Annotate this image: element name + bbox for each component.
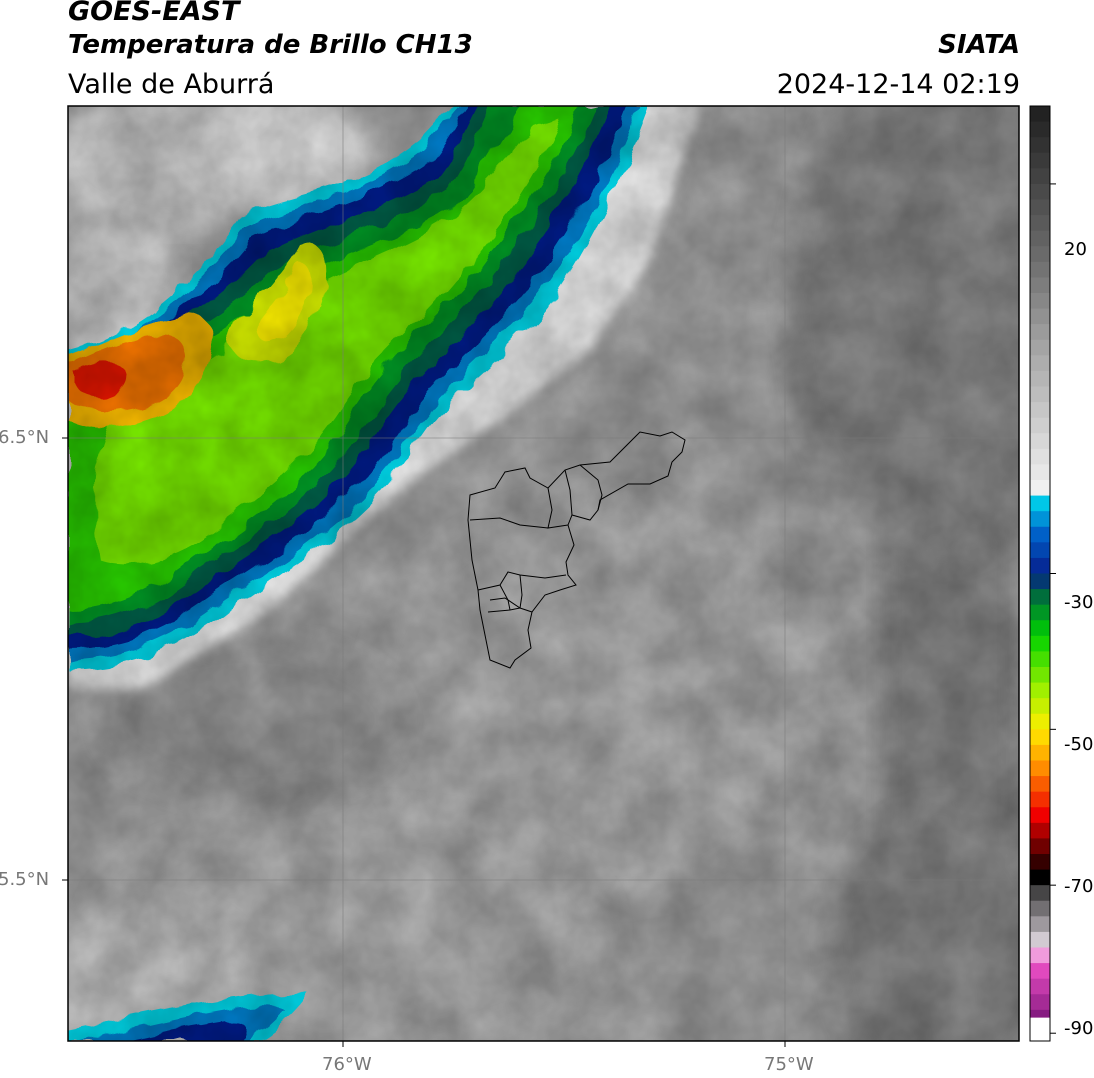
lon-tick-label: 76°W <box>322 1054 372 1075</box>
colorbar-segment <box>1030 526 1050 543</box>
colorbar-segment <box>1030 339 1050 356</box>
colorbar-segment <box>1030 900 1050 917</box>
colorbar-segment <box>1030 589 1050 606</box>
colorbar-segment <box>1030 433 1050 450</box>
colorbar-segment <box>1030 183 1050 200</box>
colorbar-segment <box>1030 869 1050 886</box>
gridlines <box>68 106 1019 1041</box>
colorbar-segment <box>1030 667 1050 684</box>
colorbar-segment <box>1030 729 1050 746</box>
region-subtitle: Valle de Aburrá <box>68 69 275 100</box>
colorbar-segment <box>1030 1017 1050 1041</box>
colorbar-segment <box>1030 386 1050 403</box>
colorbar-segment <box>1030 152 1050 169</box>
colorbar-tick-label: -70 <box>1064 876 1094 897</box>
colorbar-segment <box>1030 308 1050 325</box>
satellite-imagery <box>68 106 1019 1041</box>
colorbar-segment <box>1030 293 1050 310</box>
product-title: Temperatura de Brillo CH13 <box>68 30 473 60</box>
colorbar-segment <box>1030 495 1050 512</box>
colorbar-segment <box>1030 760 1050 777</box>
colorbar-segment <box>1030 168 1050 185</box>
colorbar-segment <box>1030 807 1050 824</box>
colorbar-segment <box>1030 417 1050 434</box>
colorbar-segment <box>1030 698 1050 715</box>
colorbar-segment <box>1030 230 1050 247</box>
colorbar-tick-label: -50 <box>1064 734 1094 755</box>
colorbar-segment <box>1030 682 1050 699</box>
colorbar-segment <box>1030 635 1050 652</box>
colorbar-segment <box>1030 480 1050 497</box>
colorbar-segment <box>1030 355 1050 372</box>
colorbar-segment <box>1030 464 1050 481</box>
colorbar-segment <box>1030 744 1050 761</box>
colorbar <box>1030 106 1050 1041</box>
colorbar-segment <box>1030 448 1050 465</box>
colorbar-segment <box>1030 978 1050 995</box>
colorbar-segment <box>1030 604 1050 621</box>
colorbar-tick-label: -30 <box>1064 592 1094 613</box>
colorbar-segment <box>1030 324 1050 341</box>
colorbar-segment <box>1030 713 1050 730</box>
colorbar-segment <box>1030 651 1050 668</box>
colorbar-segment <box>1030 573 1050 590</box>
colorbar-segment <box>1030 931 1050 948</box>
colorbar-segment <box>1030 121 1050 138</box>
lon-tick-label: 75°W <box>764 1054 814 1075</box>
colorbar-segment <box>1030 370 1050 387</box>
colorbar-tick-label: 20 <box>1064 239 1087 260</box>
satellite-title: GOES-EAST <box>68 0 240 27</box>
colorbar-segment <box>1030 776 1050 793</box>
colorbar-segment <box>1030 916 1050 933</box>
municipal-boundaries <box>467 431 686 669</box>
colorbar-segment <box>1030 557 1050 574</box>
colorbar-segment <box>1030 106 1050 123</box>
organization-label: SIATA <box>938 30 1020 60</box>
colorbar-segment <box>1030 854 1050 871</box>
lat-tick-label: 6.5°N <box>0 427 50 448</box>
colorbar-segment <box>1030 838 1050 855</box>
colorbar-segment <box>1030 137 1050 154</box>
colorbar-segment <box>1030 947 1050 964</box>
lat-tick-label: 5.5°N <box>0 869 50 890</box>
colorbar-segment <box>1030 277 1050 294</box>
colorbar-segment <box>1030 885 1050 902</box>
timestamp-label: 2024-12-14 02:19 <box>776 69 1020 100</box>
colorbar-segment <box>1030 215 1050 232</box>
colorbar-segment <box>1030 822 1050 839</box>
colorbar-segment <box>1030 791 1050 808</box>
colorbar-segment <box>1030 261 1050 278</box>
colorbar-segment <box>1030 511 1050 528</box>
colorbar-tick-label: -90 <box>1064 1018 1094 1039</box>
colorbar-segment <box>1030 963 1050 980</box>
map-frame <box>67 105 1020 1042</box>
colorbar-segment <box>1030 542 1050 559</box>
colorbar-segment <box>1030 246 1050 263</box>
colorbar-segment <box>1030 199 1050 216</box>
colorbar-segment <box>1030 994 1050 1011</box>
colorbar-segment <box>1030 402 1050 419</box>
colorbar-segment <box>1030 620 1050 637</box>
